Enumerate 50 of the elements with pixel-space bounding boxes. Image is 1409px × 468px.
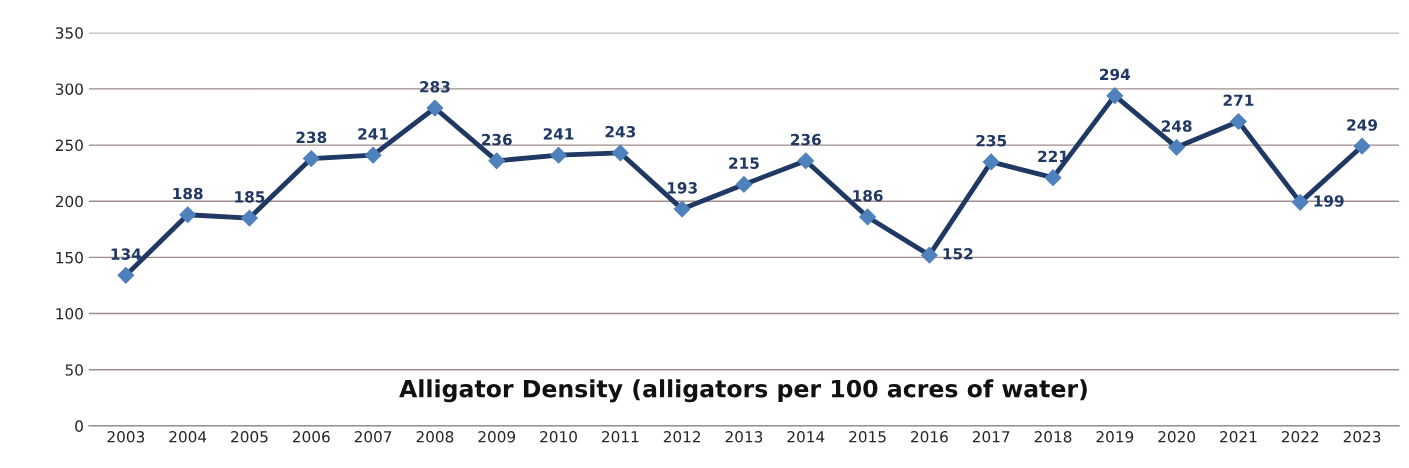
data-label: 236 [481,133,512,146]
data-label: 241 [543,128,574,140]
x-tick-label: 2003 [107,431,145,443]
data-label: 294 [1100,68,1131,81]
x-tick-label: 2015 [849,431,886,443]
data-label: 134 [111,248,142,260]
y-tick-label: 200 [55,195,83,208]
y-tick-label: 0 [75,420,83,432]
x-tick-label: 2006 [292,431,330,443]
data-label: 241 [358,128,388,140]
x-tick-label: 2009 [478,431,516,443]
x-tick-label: 2020 [1158,431,1196,443]
x-tick-label: 2019 [1096,431,1134,443]
text: Alligator Density (alligators per 100 acres of water) [399,379,1087,403]
data-label: 235 [976,134,1007,147]
x-tick-label: 2012 [663,431,701,443]
data-label: 248 [1161,120,1192,132]
data-label: 185 [235,191,265,203]
data-label: 236 [791,133,821,146]
x-tick-label: 2016 [911,431,948,443]
data-label: 199 [1314,195,1344,207]
x-tick-label: 2010 [540,431,577,443]
y-tick-label: 150 [56,251,83,264]
x-tick-label: 2005 [231,431,268,443]
data-label: 152 [943,248,973,260]
x-tick-label: 2018 [1034,431,1072,443]
y-tick-label: 300 [55,83,83,95]
data-label: 283 [420,81,450,93]
x-tick-label: 2013 [725,431,763,443]
y-tick-label: 50 [65,364,83,376]
x-tick-label: 2004 [169,431,207,443]
x-tick-label: 2022 [1281,431,1319,443]
x-tick-label: 2023 [1343,431,1381,443]
data-label: 271 [1223,94,1254,106]
x-tick-label: 2017 [972,431,1010,443]
data-label: 249 [1347,119,1378,131]
data-label: 193 [667,182,697,194]
data-label: 238 [296,131,327,144]
data-label: 243 [605,125,636,138]
x-tick-label: 2007 [354,431,392,443]
x-tick-label: 2014 [787,431,825,443]
y-tick-label: 100 [56,308,83,320]
data-label: 215 [729,157,759,169]
y-tick-label: 250 [55,139,83,152]
data-label: 188 [173,187,203,200]
x-tick-label: 2008 [416,431,454,443]
data-label: 186 [853,189,883,202]
x-tick-label: 2021 [1220,431,1257,443]
x-tick-label: 2011 [602,431,639,443]
y-tick-label: 350 [55,27,83,39]
